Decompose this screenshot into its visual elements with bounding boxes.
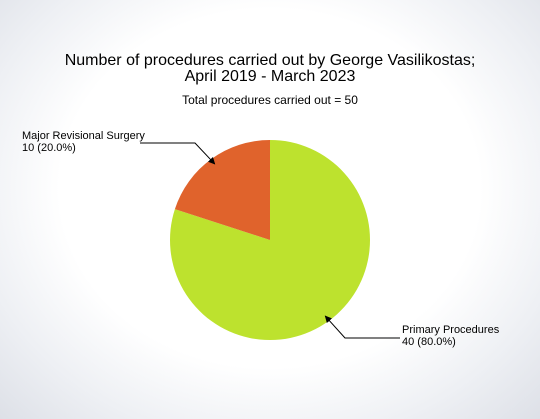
leader-line-major-revisional-surgery: [140, 142, 216, 165]
slice-label-primary-procedures-name: Primary Procedures: [402, 324, 500, 336]
chart-subtitle: Total procedures carried out = 50: [182, 93, 358, 107]
slice-label-primary-procedures-value: 40 (80.0%): [402, 336, 456, 348]
chart-title-line-1: Number of procedures carried out by Geor…: [64, 52, 476, 69]
leader-line-primary-procedures: [324, 315, 400, 339]
pie-slice-primary-procedures: [170, 140, 370, 341]
slice-label-major-revisional-surgery-name: Major Revisional Surgery: [22, 130, 145, 142]
slice-label-primary-procedures: Primary Procedures 40 (80.0%): [402, 324, 499, 348]
chart-title-line-2: April 2019 - March 2023: [184, 68, 356, 85]
slice-label-major-revisional-surgery: Major Revisional Surgery 10 (20.0%): [22, 130, 145, 154]
slice-label-major-revisional-surgery-value: 10 (20.0%): [22, 142, 76, 154]
pie-slice-major-revisional-surgery: [174, 140, 270, 240]
